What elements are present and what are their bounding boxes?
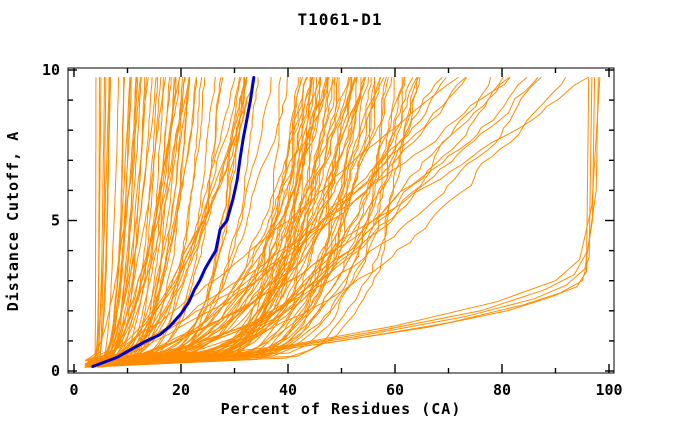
highlighted-model-curve — [91, 76, 256, 368]
axes-frame — [67, 67, 615, 374]
axis-tick-labels: 0 20 40 60 80 100 0 5 10 — [42, 61, 623, 399]
x-tick-label: 80 — [493, 381, 511, 399]
chart-title: T1061-D1 — [297, 10, 383, 29]
x-tick-label: 40 — [279, 381, 297, 399]
y-tick-label: 0 — [51, 362, 60, 380]
x-axis-label: Percent of Residues (CA) — [220, 400, 462, 418]
y-tick-label: 10 — [42, 61, 60, 79]
x-tick-label: 60 — [386, 381, 404, 399]
x-tick-label: 0 — [69, 381, 78, 399]
x-tick-label: 100 — [595, 381, 622, 399]
y-axis-label: Distance Cutoff, A — [4, 130, 22, 312]
y-tick-label: 5 — [51, 212, 60, 230]
prediction-curves — [84, 77, 601, 368]
x-tick-label: 20 — [172, 381, 190, 399]
